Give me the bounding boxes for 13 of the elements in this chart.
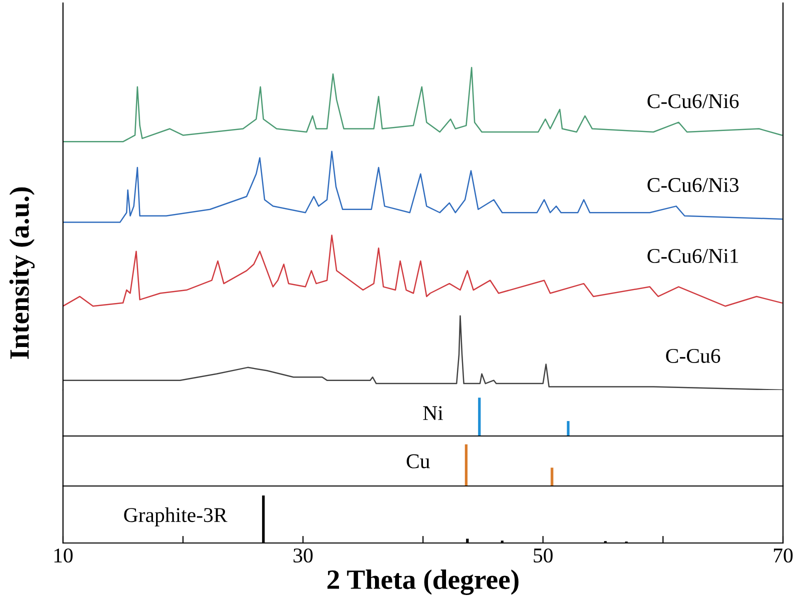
- x-tick-label: 10: [54, 548, 73, 563]
- series-label: C-Cu6/Ni6: [648, 94, 739, 108]
- x-tick-label: 70: [774, 548, 793, 563]
- series-label: C-Cu6: [666, 348, 720, 363]
- x-axis-title: 2 Theta (degree): [327, 570, 518, 595]
- series-label: C-Cu6/Ni1: [648, 248, 738, 263]
- x-tick-label: 50: [534, 548, 553, 563]
- series-label: Graphite-3R: [124, 507, 228, 526]
- y-axis-title: Intensity (a.u.): [9, 187, 35, 359]
- x-tick-label: 30: [294, 548, 313, 563]
- series-label: Ni: [423, 406, 443, 420]
- series-label: Cu: [406, 454, 430, 468]
- series-label: C-Cu6/Ni3: [648, 178, 738, 192]
